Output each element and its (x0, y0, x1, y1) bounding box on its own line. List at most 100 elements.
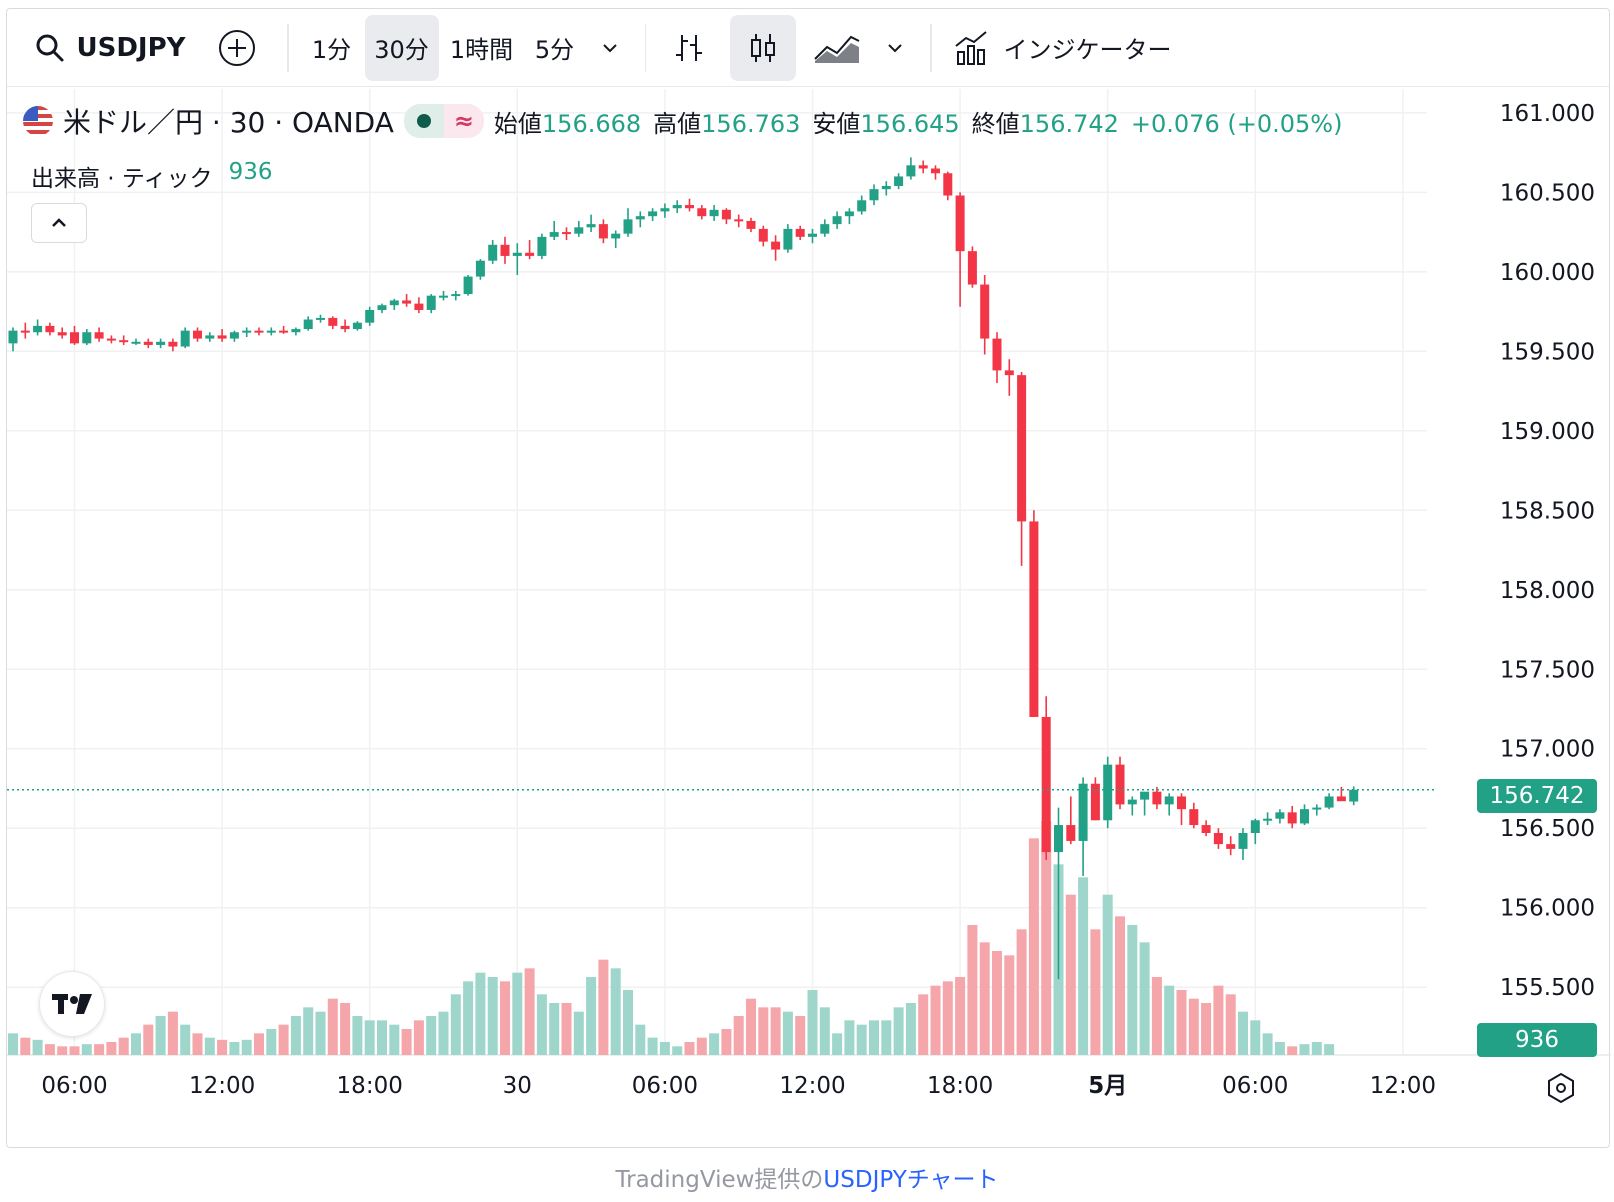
candle-body (1312, 807, 1322, 810)
chart-settings-icon[interactable] (1548, 1072, 1574, 1104)
volume-bar (1324, 1044, 1335, 1055)
y-tick-label: 159.000 (1500, 419, 1595, 445)
area-chart-icon (814, 35, 860, 63)
symbol-search-button[interactable]: USDJPY (7, 15, 197, 81)
high-value: 156.763 (701, 109, 801, 138)
volume-bar (1016, 929, 1027, 1055)
price-chart[interactable]: 161.000 160.500 160.000 159.500 159.000 158.5… (7, 89, 1611, 1149)
ohlc-values: 始値156.668 高値156.763 安値156.645 終値156.742 … (494, 104, 1343, 139)
volume-bar (180, 1024, 191, 1055)
candles-style-button[interactable] (730, 14, 796, 81)
volume-bar (475, 972, 486, 1055)
candle-body (931, 168, 940, 174)
candle-body (168, 341, 178, 347)
candle-body (1213, 833, 1223, 845)
interval-1h[interactable]: 1時間 (449, 36, 514, 64)
volume-bar (635, 1024, 646, 1055)
volume-bar (1041, 821, 1052, 1055)
divider (644, 23, 646, 72)
ohlc-bars-icon (676, 34, 702, 61)
candle-body (1103, 764, 1113, 821)
footer-chart-link[interactable]: USDJPYチャート (823, 1167, 999, 1193)
volume-bar (204, 1037, 215, 1055)
volume-bar (967, 925, 978, 1055)
candle-body (463, 276, 473, 295)
chart-legend: 米ドル／円 · 30 · OANDA ≈ 始値156.668 高値156.763… (23, 101, 1342, 141)
candle-body (980, 284, 990, 339)
volume-bar (352, 1016, 363, 1055)
volume-bar (487, 977, 498, 1055)
volume-bar (94, 1044, 105, 1055)
volume-bar (930, 985, 941, 1055)
volume-bar (1090, 929, 1101, 1055)
close-label: 終値 (971, 109, 1020, 138)
indicators-button[interactable]: インジケーター (942, 15, 1184, 81)
chevron-up-icon (52, 218, 66, 227)
candle-body (217, 335, 227, 339)
candle-body (57, 332, 67, 336)
x-tick-label: 18:00 (927, 1073, 993, 1099)
candle-body (242, 330, 252, 333)
candle-body (8, 330, 18, 344)
volume-bar (1078, 877, 1089, 1055)
volume-bar (992, 951, 1002, 1055)
x-tick-label: 06:00 (1222, 1073, 1288, 1099)
bars-style-button[interactable] (656, 15, 722, 81)
candle-body (918, 165, 928, 169)
y-tick-label: 157.500 (1500, 657, 1595, 683)
candle-body (734, 219, 744, 222)
volume-bar (1004, 955, 1015, 1055)
volume-bar (118, 1037, 129, 1055)
current-volume-tag: 936 (1477, 1023, 1597, 1057)
chart-style-dropdown[interactable] (870, 15, 920, 81)
change-value: +0.076 (+0.05%) (1130, 109, 1343, 138)
compare-symbol-button[interactable] (197, 15, 277, 81)
candle-body (1127, 799, 1137, 805)
candle-body (106, 338, 116, 341)
volume-bar (500, 981, 510, 1055)
interval-5m[interactable]: 5分 (534, 36, 575, 64)
volume-bar (1274, 1042, 1285, 1055)
volume-bar (893, 1007, 904, 1055)
candle-body (365, 309, 375, 323)
candle-body (1041, 716, 1051, 853)
collapse-legend-button[interactable] (31, 203, 87, 243)
market-open-dot-icon (403, 104, 444, 138)
volume-bar (1213, 985, 1224, 1055)
interval-1m[interactable]: 1分 (311, 36, 352, 64)
candle-body (488, 244, 498, 261)
volume-bar (438, 1011, 449, 1055)
y-tick-label: 160.500 (1500, 180, 1595, 206)
candle-body (1090, 783, 1100, 821)
candle-body (611, 233, 621, 239)
volume-bar (856, 1024, 867, 1055)
interval-30m[interactable]: 30分 (364, 14, 439, 81)
volume-bar (364, 1020, 375, 1055)
candle-body (377, 305, 387, 310)
volume-bar (303, 1007, 314, 1055)
volume-bar (955, 977, 966, 1055)
high-label: 高値 (653, 109, 702, 138)
candle-body (894, 176, 904, 186)
tradingview-logo[interactable] (39, 971, 105, 1037)
candle-body (1152, 791, 1162, 805)
x-tick-label: 06:00 (41, 1073, 107, 1099)
market-status-pill[interactable]: ≈ (403, 104, 484, 138)
candle-body (266, 330, 276, 333)
area-style-button[interactable] (804, 15, 870, 81)
volume-bar (561, 1003, 572, 1055)
candle-body (648, 211, 658, 217)
close-value: 156.742 (1019, 109, 1119, 138)
volume-bar (241, 1039, 252, 1055)
volume-bar (106, 1042, 117, 1055)
indicators-label: インジケーター (1003, 36, 1172, 64)
interval-dropdown[interactable] (585, 15, 635, 81)
indicators-icon (954, 30, 987, 65)
candle-body (340, 325, 350, 330)
volume-bar (807, 990, 818, 1055)
volume-bar (167, 1011, 178, 1055)
volume-bar (1164, 985, 1175, 1055)
candle-body (1164, 796, 1174, 805)
y-tick-label: 155.500 (1500, 975, 1595, 1001)
candle-body (943, 173, 953, 196)
